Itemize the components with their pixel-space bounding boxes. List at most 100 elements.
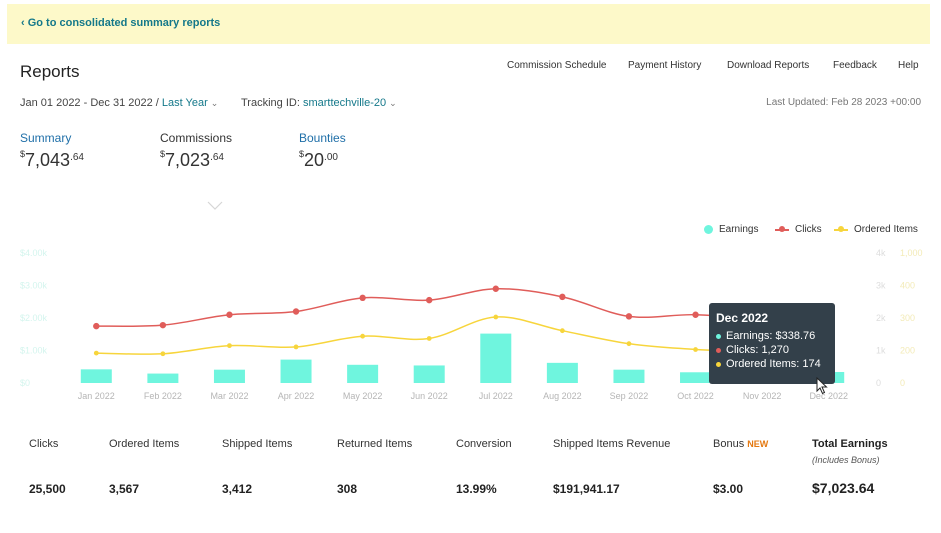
- x-axis-tick-label: May 2022: [343, 391, 383, 401]
- selected-tab-caret-icon: [207, 201, 223, 210]
- clicks-point: [426, 296, 433, 304]
- tooltip-earnings: Earnings: $338.76: [726, 330, 816, 342]
- x-axis-tick-label: Apr 2022: [278, 391, 315, 401]
- earnings-bar: [680, 372, 712, 383]
- conversion-label: Conversion: [456, 438, 512, 450]
- nav-feedback[interactable]: Feedback: [833, 60, 877, 71]
- mouse-pointer-icon: [816, 377, 828, 395]
- tooltip-title: Dec 2022: [716, 311, 769, 325]
- ordered-items-point: [693, 347, 698, 352]
- earnings-bar: [546, 362, 578, 383]
- clicks-point: [625, 313, 633, 320]
- clicks-point: [93, 322, 100, 330]
- nav-commission-schedule[interactable]: Commission Schedule: [507, 60, 607, 71]
- ordered-items-point: [626, 341, 632, 347]
- tab-bounties[interactable]: Bounties $20.00: [299, 131, 346, 171]
- ordered-items-point: [160, 351, 166, 357]
- bonus-label: Bonus NEW: [713, 438, 769, 450]
- ordered-items-point: [360, 333, 366, 339]
- right-axis-tick-label: 0: [876, 378, 881, 388]
- summary-amount: $7,043.64: [20, 149, 84, 170]
- earnings-bar: [613, 369, 645, 383]
- date-range-selector[interactable]: Jan 01 2022 - Dec 31 2022 / Last Year ⌄: [20, 97, 218, 109]
- left-axis-tick-label: $2.00k: [20, 313, 48, 323]
- ordered-items-label: Ordered Items: [109, 438, 180, 450]
- tracking-id-label: Tracking ID:: [241, 97, 300, 109]
- right-axis-tick-label-secondary: 0: [900, 378, 905, 388]
- tab-summary-label[interactable]: Summary: [20, 131, 72, 145]
- earnings-bar: [213, 369, 245, 383]
- clicks-value: 25,500: [29, 482, 66, 496]
- ordered-items-point: [227, 343, 232, 349]
- tab-bounties-label[interactable]: Bounties: [299, 131, 346, 145]
- earnings-bar: [80, 369, 112, 383]
- earnings-bar: [347, 364, 379, 383]
- left-axis-tick-label: $1.00k: [20, 346, 48, 356]
- bonus-value: $3.00: [713, 482, 744, 496]
- consolidated-reports-banner: ‹ Go to consolidated summary reports: [7, 4, 930, 44]
- clicks-point: [226, 311, 233, 318]
- ordered-items-point: [293, 344, 299, 350]
- total-earnings-label: Total Earnings: [812, 438, 888, 450]
- x-axis-tick-label: Aug 2022: [543, 391, 582, 401]
- x-axis-tick-label: Jun 2022: [411, 391, 448, 401]
- clicks-point: [292, 308, 300, 315]
- conversion-value: 13.99%: [456, 482, 497, 496]
- clicks-point: [492, 285, 499, 292]
- ordered-items-point: [559, 328, 565, 334]
- nav-help[interactable]: Help: [898, 60, 919, 71]
- date-range-text: Jan 01 2022 - Dec 31 2022 /: [20, 97, 159, 109]
- page-title: Reports: [20, 62, 80, 81]
- consolidated-summary-link[interactable]: ‹ Go to consolidated summary reports: [21, 17, 221, 29]
- earnings-bar: [147, 373, 179, 383]
- returned-items-label: Returned Items: [337, 438, 413, 450]
- earnings-chart[interactable]: $0 0 0 $1.00k 1k 200 $2.00k 2k 300 $3.00k 3k 400 $4.…: [0, 240, 941, 410]
- total-earnings-value: $7,023.64: [812, 480, 875, 496]
- x-axis-tick-label: Nov 2022: [743, 391, 782, 401]
- shipped-items-label: Shipped Items: [222, 438, 293, 450]
- ordered-items-point: [493, 314, 499, 320]
- clicks-point: [359, 294, 366, 302]
- x-axis-tick-label: Dec 2022: [809, 391, 848, 401]
- legend-ordered-items[interactable]: Ordered Items: [834, 224, 918, 235]
- shipped-items-value: 3,412: [222, 482, 253, 496]
- revenue-label: Shipped Items Revenue: [553, 438, 671, 450]
- clicks-point: [559, 293, 566, 301]
- commissions-amount: $7,023.64: [160, 149, 224, 170]
- legend-earnings[interactable]: Earnings: [704, 224, 758, 235]
- right-axis-tick-label: 1k: [876, 346, 886, 356]
- ordered-items-point: [93, 350, 99, 356]
- legend-clicks[interactable]: Clicks: [775, 224, 822, 235]
- x-axis-tick-label: Jul 2022: [479, 391, 513, 401]
- tracking-id-selector[interactable]: Tracking ID: smarttechville-20 ⌄: [241, 97, 397, 109]
- revenue-value: $191,941.17: [553, 482, 620, 496]
- tooltip-clicks: Clicks: 1,270: [726, 344, 789, 356]
- right-axis-tick-label-secondary: 400: [900, 281, 915, 291]
- new-badge: NEW: [747, 439, 769, 449]
- x-axis-tick-label: Jan 2022: [78, 391, 115, 401]
- nav-payment-history[interactable]: Payment History: [628, 60, 702, 71]
- right-axis-tick-label-secondary: 200: [900, 346, 915, 356]
- x-axis-tick-label: Mar 2022: [210, 391, 248, 401]
- tab-commissions-label[interactable]: Commissions: [160, 131, 233, 145]
- right-axis-tick-label: 2k: [876, 313, 886, 323]
- tooltip-earnings-bullet-icon: [716, 333, 721, 339]
- ordered-items-legend-marker-icon: [834, 226, 848, 232]
- tab-commissions[interactable]: Commissions $7,023.64: [160, 131, 232, 171]
- tracking-id-value[interactable]: smarttechville-20: [302, 97, 387, 109]
- earnings-bar: [413, 365, 445, 383]
- clicks-label: Clicks: [29, 438, 59, 450]
- ordered-items-value: 3,567: [109, 482, 140, 496]
- bounties-amount: $20.00: [299, 149, 338, 170]
- x-axis-tick-label: Feb 2022: [144, 391, 182, 401]
- returned-items-value: 308: [337, 482, 358, 496]
- nav-download-reports[interactable]: Download Reports: [727, 60, 810, 71]
- left-axis-tick-label: $4.00k: [20, 248, 48, 258]
- period-link[interactable]: Last Year: [161, 97, 208, 109]
- chevron-down-icon: ⌄: [210, 98, 219, 108]
- total-earnings-sublabel: (Includes Bonus): [812, 455, 880, 465]
- left-axis-tick-label: $3.00k: [20, 281, 48, 291]
- right-axis-tick-label-secondary: 1,000: [900, 248, 923, 258]
- chart-tooltip: Dec 2022 Earnings: $338.76 Clicks: 1,270…: [709, 303, 835, 384]
- tab-summary[interactable]: Summary $7,043.64: [20, 131, 84, 171]
